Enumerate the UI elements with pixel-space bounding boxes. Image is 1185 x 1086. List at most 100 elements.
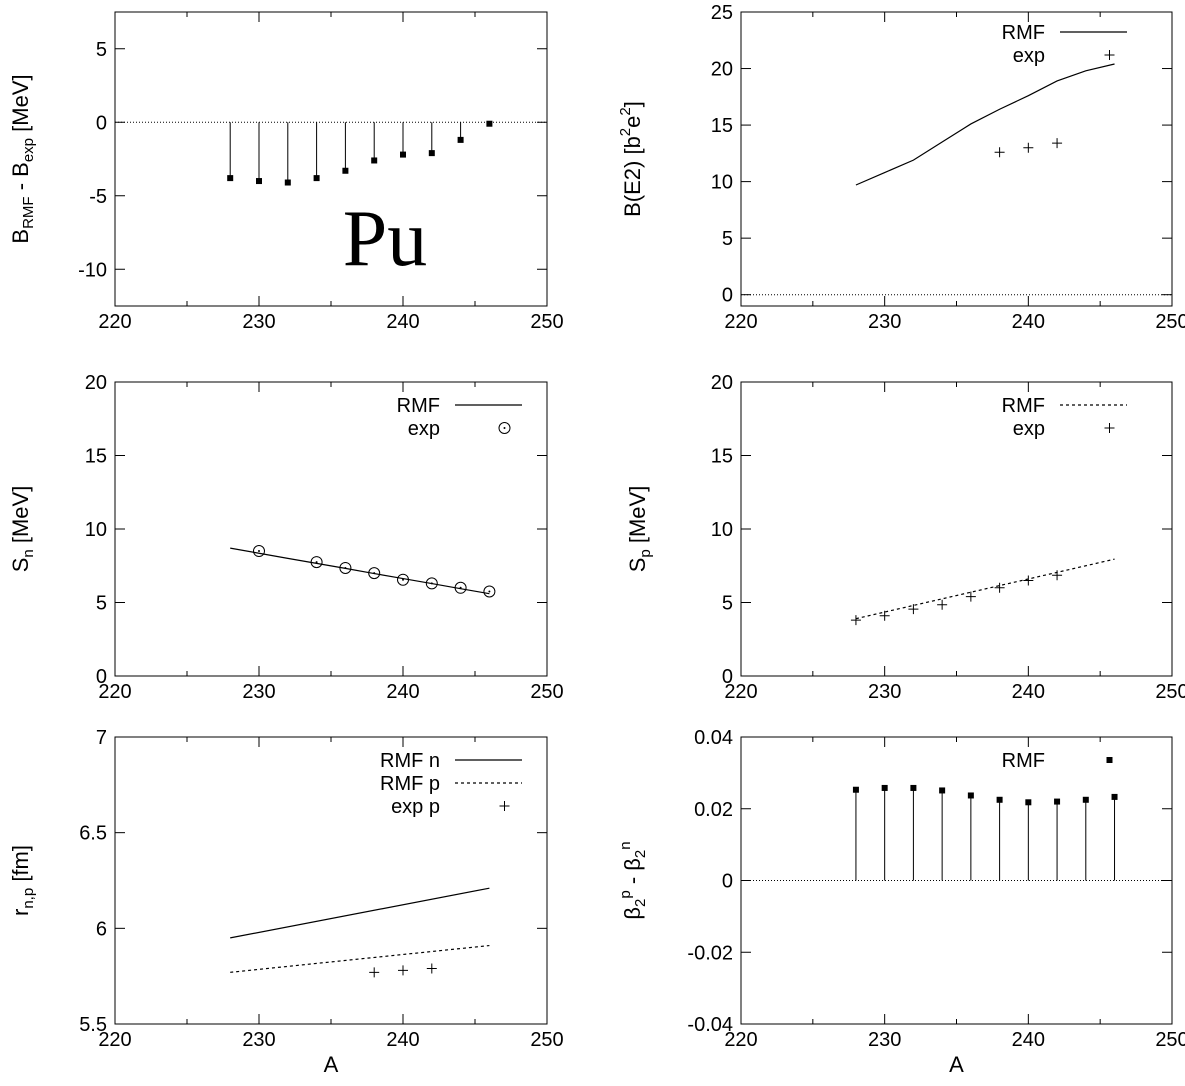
data-point bbox=[486, 120, 493, 127]
data-point bbox=[965, 591, 976, 602]
legend-sample bbox=[1104, 50, 1115, 60]
y-tick-label: 5 bbox=[96, 39, 107, 61]
y-tick-label: 15 bbox=[711, 446, 733, 468]
legend-sample bbox=[1106, 757, 1113, 763]
y-tick-label: 10 bbox=[711, 172, 733, 194]
data-point bbox=[1023, 142, 1034, 153]
y-tick-label: 5 bbox=[722, 228, 733, 250]
y-tick-label: 0 bbox=[96, 666, 107, 688]
x-tick-label: 220 bbox=[98, 1029, 131, 1051]
y-tick-label: 25 bbox=[711, 2, 733, 24]
series-rmf-p bbox=[230, 944, 490, 973]
x-tick-label: 220 bbox=[724, 681, 757, 703]
data-point bbox=[1054, 798, 1061, 805]
data-point bbox=[994, 582, 1005, 593]
data-point bbox=[339, 561, 352, 574]
legend-label: exp p bbox=[391, 796, 440, 818]
x-tick-label: 220 bbox=[724, 311, 757, 333]
y-axis-label: β2p - β2n bbox=[617, 841, 649, 919]
data-point bbox=[425, 577, 438, 590]
data-point bbox=[908, 604, 919, 615]
y-tick-label: 7 bbox=[96, 727, 107, 749]
series-line bbox=[230, 547, 490, 595]
x-tick-label: 220 bbox=[98, 681, 131, 703]
plot-frame bbox=[740, 381, 1173, 677]
y-tick-label: -0.02 bbox=[687, 942, 733, 964]
data-point bbox=[1082, 796, 1089, 803]
x-tick-label: 250 bbox=[530, 1029, 563, 1051]
data-point bbox=[369, 967, 380, 978]
x-tick-label: 240 bbox=[1012, 311, 1045, 333]
x-tick-label: 230 bbox=[868, 311, 901, 333]
legend-label: RMF n bbox=[380, 750, 440, 772]
plot-frame bbox=[114, 381, 548, 677]
y-tick-label: 20 bbox=[711, 372, 733, 394]
x-tick-label: 230 bbox=[242, 311, 275, 333]
legend-sample bbox=[499, 801, 510, 811]
x-tick-label: 250 bbox=[1155, 1029, 1185, 1051]
y-tick-label: 5 bbox=[96, 593, 107, 615]
y-tick-label: 0 bbox=[722, 666, 733, 688]
data-point bbox=[400, 151, 406, 158]
legend-label: exp bbox=[408, 418, 440, 440]
data-point bbox=[371, 157, 378, 164]
x-tick-label: 240 bbox=[386, 1029, 419, 1051]
y-tick-label: 10 bbox=[85, 519, 107, 541]
y-tick-label: 5 bbox=[722, 593, 733, 615]
x-tick-label: 250 bbox=[1155, 311, 1185, 333]
data-point bbox=[310, 556, 323, 569]
legend-label: exp bbox=[1013, 418, 1045, 440]
y-axis-label: Sp [MeV] bbox=[625, 486, 654, 573]
series-rmf bbox=[855, 63, 1115, 186]
y-tick-label: 0 bbox=[722, 871, 733, 893]
data-point bbox=[850, 615, 861, 626]
y-tick-label: 20 bbox=[711, 59, 733, 81]
x-tick-label: 250 bbox=[530, 311, 563, 333]
data-point bbox=[879, 610, 890, 621]
series-exp-p bbox=[369, 963, 437, 978]
panel-beta: 220 230 240 250 -0.04 -0.02 0 0.02 0.04 β2p - β2n… bbox=[617, 727, 1185, 1077]
x-axis-label: A bbox=[949, 1052, 964, 1077]
legend-label: RMF bbox=[1002, 750, 1045, 772]
x-tick-label: 220 bbox=[724, 1029, 757, 1051]
x-tick-label: 230 bbox=[868, 681, 901, 703]
data-point bbox=[1025, 799, 1032, 806]
y-tick-label: 15 bbox=[711, 115, 733, 137]
series-line bbox=[230, 944, 490, 973]
data-point bbox=[939, 787, 946, 794]
series-rmf bbox=[230, 547, 490, 595]
data-point bbox=[1111, 793, 1118, 800]
data-point bbox=[454, 581, 467, 594]
y-axis-label: BRMF - Bexp [MeV] bbox=[8, 74, 37, 243]
y-tick-label: -5 bbox=[89, 186, 107, 208]
y-tick-label: 15 bbox=[85, 446, 107, 468]
x-axis-label: A bbox=[324, 1052, 339, 1077]
series-0 bbox=[227, 120, 493, 186]
y-tick-label: 6 bbox=[96, 918, 107, 940]
series-line bbox=[230, 887, 490, 939]
x-tick-label: 230 bbox=[242, 1029, 275, 1051]
series-exp bbox=[253, 545, 496, 598]
data-point bbox=[342, 167, 349, 174]
data-point bbox=[996, 796, 1003, 803]
data-point bbox=[1052, 570, 1063, 581]
plot-frame bbox=[740, 11, 1173, 307]
y-tick-label: 20 bbox=[85, 372, 107, 394]
y-tick-label: 0 bbox=[96, 112, 107, 134]
plot-frame bbox=[114, 736, 548, 1025]
y-tick-label: 0.04 bbox=[694, 727, 733, 749]
data-point bbox=[881, 784, 888, 791]
x-tick-label: 220 bbox=[98, 311, 131, 333]
data-point bbox=[284, 179, 291, 186]
series-line bbox=[855, 558, 1115, 620]
data-point bbox=[457, 136, 464, 143]
data-point bbox=[398, 965, 408, 976]
data-point bbox=[967, 792, 974, 799]
legend-label: RMF p bbox=[380, 773, 440, 795]
